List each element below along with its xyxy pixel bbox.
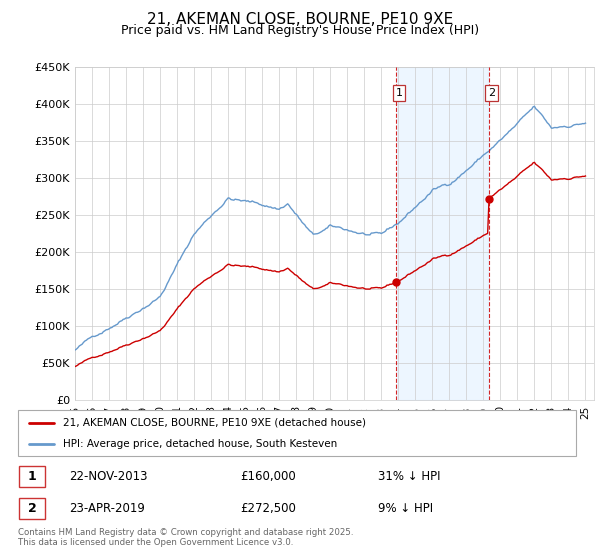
Bar — [19, 498, 46, 519]
Text: HPI: Average price, detached house, South Kesteven: HPI: Average price, detached house, Sout… — [62, 439, 337, 449]
Text: 23-APR-2019: 23-APR-2019 — [69, 502, 145, 515]
Text: 9% ↓ HPI: 9% ↓ HPI — [378, 502, 433, 515]
Text: Contains HM Land Registry data © Crown copyright and database right 2025.
This d: Contains HM Land Registry data © Crown c… — [18, 528, 353, 547]
Text: 1: 1 — [28, 470, 37, 483]
Text: £160,000: £160,000 — [240, 470, 296, 483]
Text: £272,500: £272,500 — [240, 502, 296, 515]
Text: 21, AKEMAN CLOSE, BOURNE, PE10 9XE (detached house): 21, AKEMAN CLOSE, BOURNE, PE10 9XE (deta… — [62, 418, 365, 428]
Text: 21, AKEMAN CLOSE, BOURNE, PE10 9XE: 21, AKEMAN CLOSE, BOURNE, PE10 9XE — [147, 12, 453, 27]
Text: Price paid vs. HM Land Registry's House Price Index (HPI): Price paid vs. HM Land Registry's House … — [121, 24, 479, 36]
Text: 22-NOV-2013: 22-NOV-2013 — [69, 470, 148, 483]
Text: 31% ↓ HPI: 31% ↓ HPI — [378, 470, 440, 483]
Bar — [19, 466, 46, 487]
Text: 2: 2 — [28, 502, 37, 515]
Text: 2: 2 — [488, 88, 495, 98]
Text: 1: 1 — [395, 88, 403, 98]
